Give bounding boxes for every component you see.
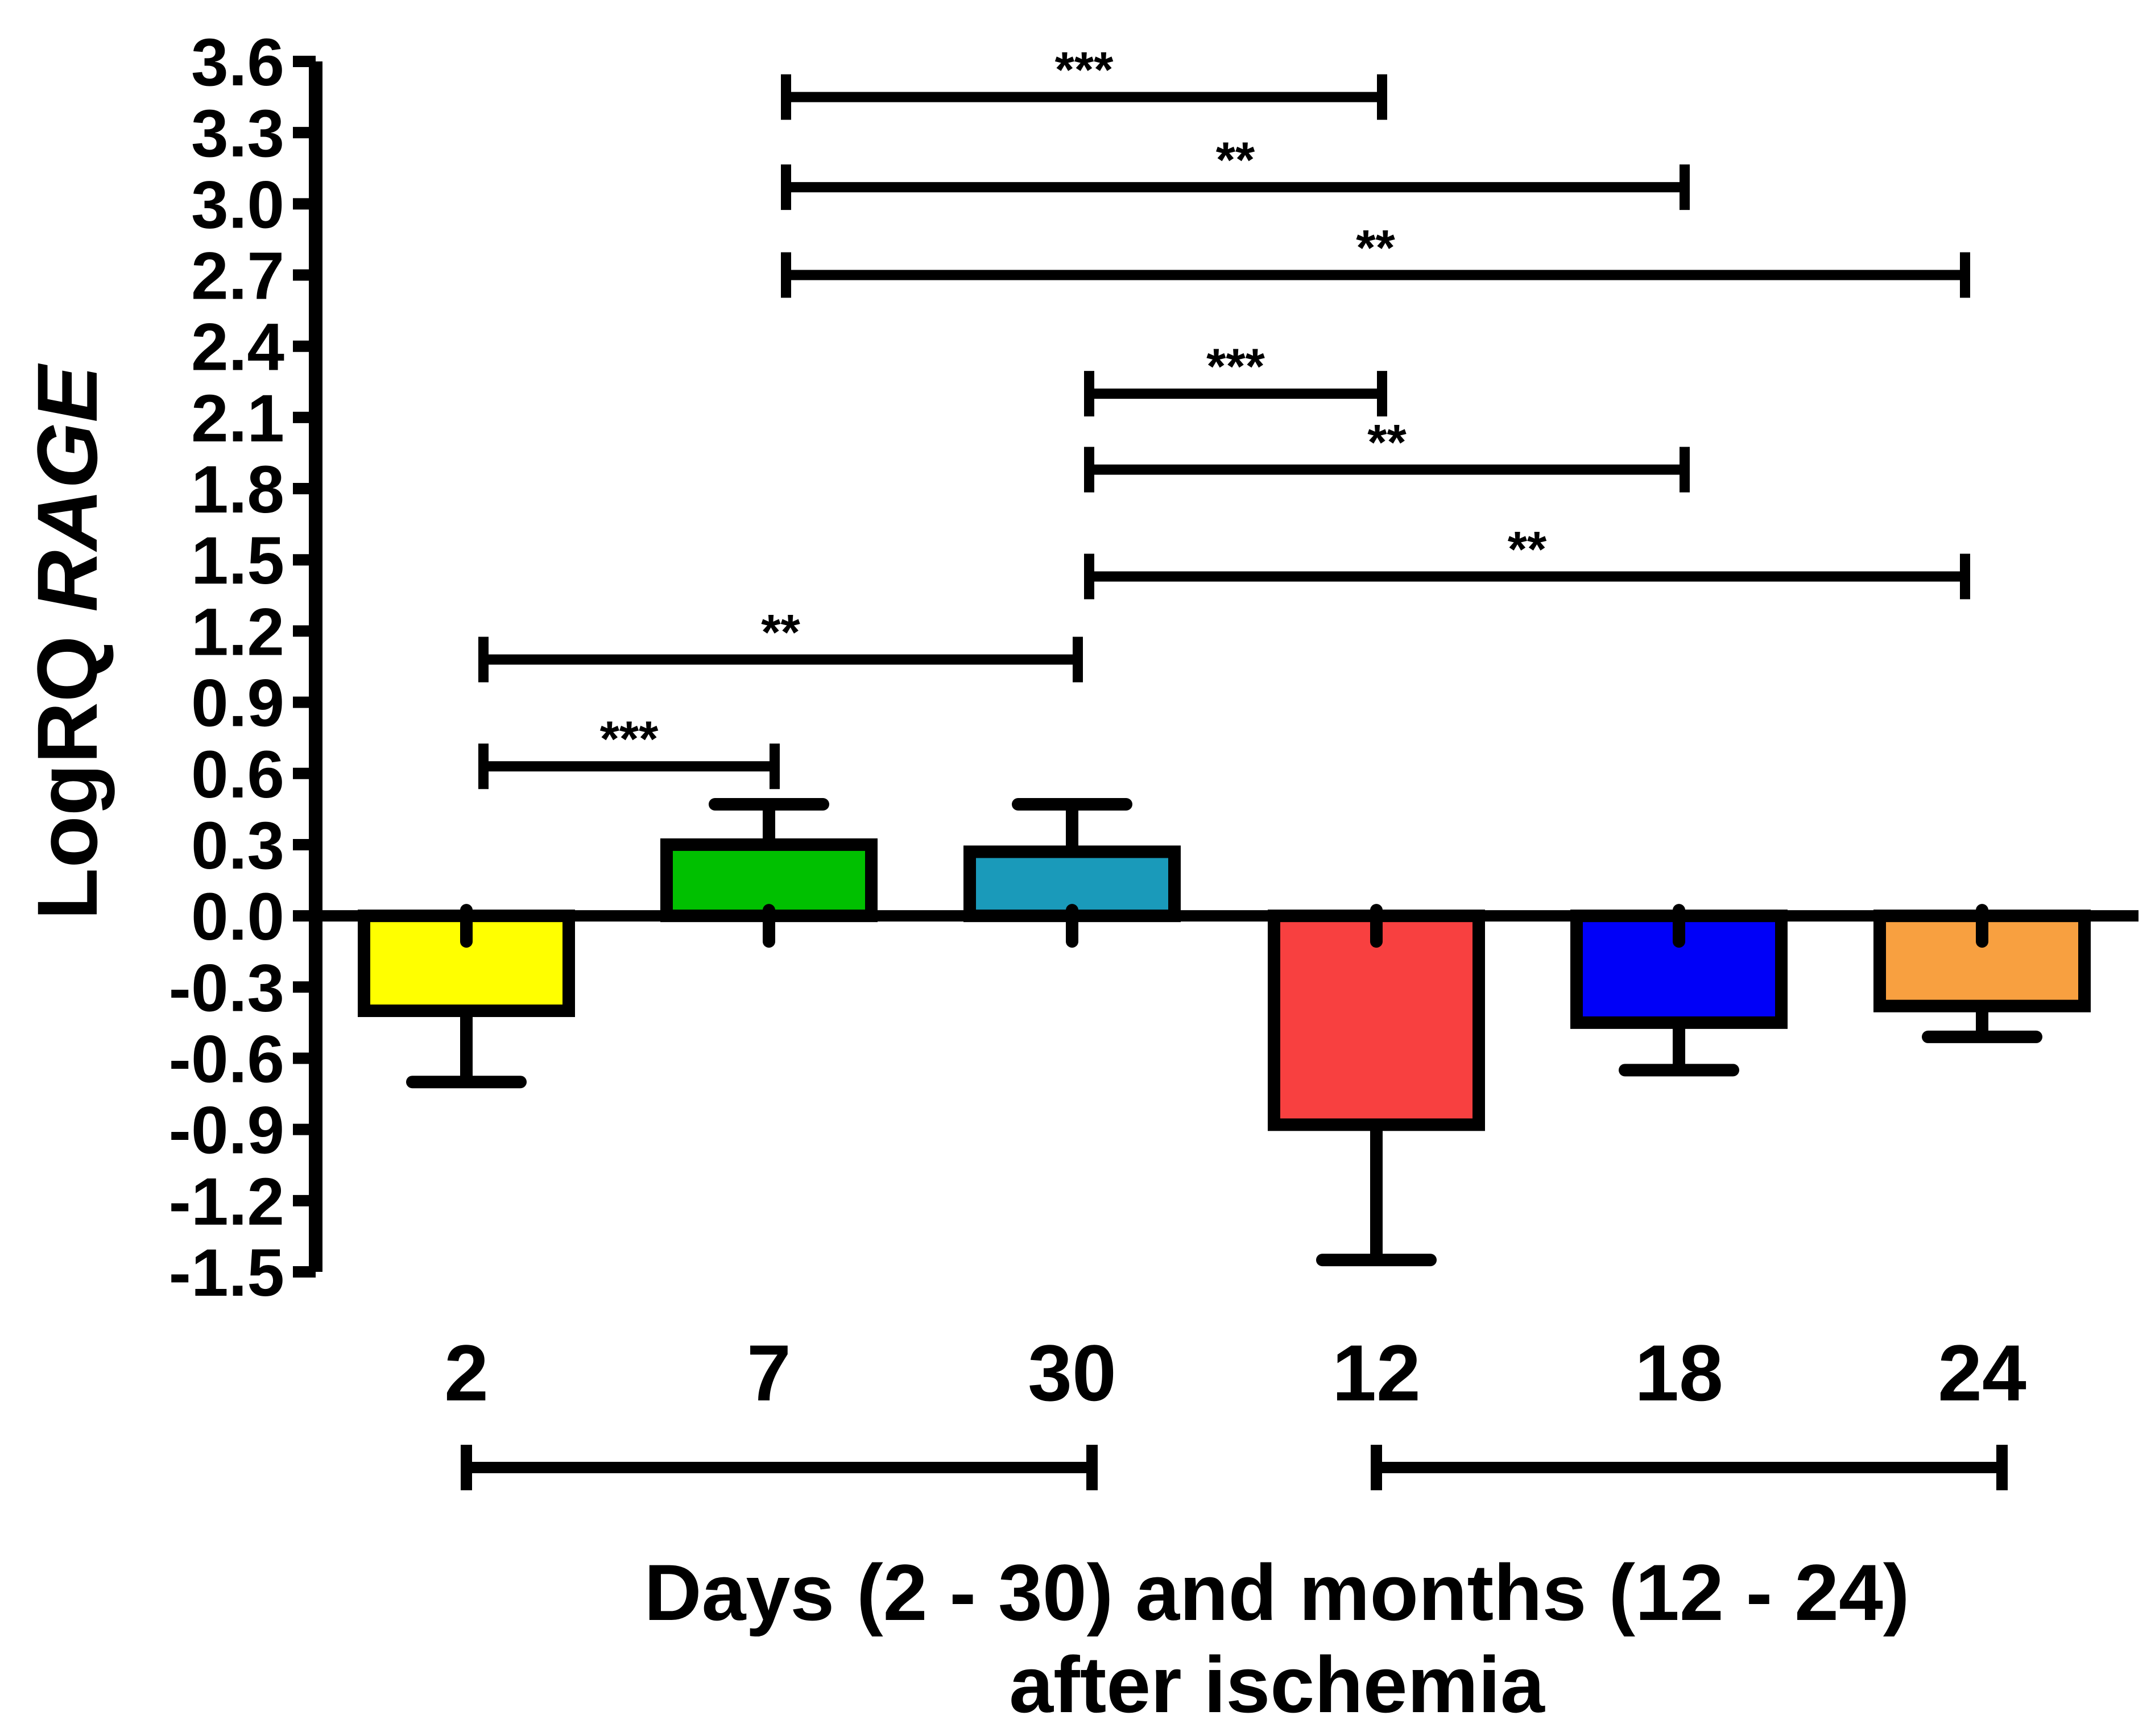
y-tick-label: 0.0 bbox=[191, 879, 284, 954]
sig-bracket-5: ** bbox=[1084, 520, 1970, 600]
group-bracket-0 bbox=[461, 1445, 1098, 1490]
sig-bracket-0: *** bbox=[781, 42, 1387, 120]
y-tick-label: -0.3 bbox=[169, 950, 284, 1026]
y-axis-title: LogRQ RAGE bbox=[19, 363, 115, 920]
category-label-12: 12 bbox=[1332, 1328, 1421, 1417]
sig-label: ** bbox=[1367, 414, 1407, 470]
y-tick-label: -1.5 bbox=[169, 1235, 284, 1311]
sig-label: ** bbox=[1356, 220, 1395, 276]
significance-brackets: ******************* bbox=[478, 42, 1970, 790]
y-tick-label: 2.4 bbox=[191, 310, 284, 385]
sig-label: *** bbox=[600, 710, 659, 767]
error-bars-layer bbox=[406, 798, 2042, 1267]
y-tick-label: -0.6 bbox=[169, 1022, 284, 1097]
x-axis-title-line2: after ischemia bbox=[1009, 1640, 1545, 1729]
y-tick-label: 2.7 bbox=[191, 239, 284, 314]
category-label-24: 24 bbox=[1938, 1328, 2026, 1417]
y-tick-label: 0.6 bbox=[191, 737, 284, 812]
x-axis-title-line1: Days (2 - 30) and months (12 - 24) bbox=[644, 1548, 1909, 1637]
y-axis-title-prefix: LogRQ bbox=[19, 612, 115, 920]
x-category-labels: 2 7 30 12 18 24 bbox=[444, 1328, 2026, 1417]
sig-bracket-6: ** bbox=[478, 604, 1083, 683]
group-brackets bbox=[461, 1445, 2008, 1490]
y-tick-label: 1.5 bbox=[191, 523, 284, 598]
y-tick-label: -1.2 bbox=[169, 1164, 284, 1239]
y-tick-label: 3.0 bbox=[191, 167, 284, 242]
sig-bracket-3: *** bbox=[1084, 338, 1387, 417]
bar-18 bbox=[1570, 910, 1788, 1029]
sig-label: *** bbox=[1055, 42, 1114, 98]
sig-label: ** bbox=[1216, 131, 1255, 188]
bars-layer bbox=[358, 838, 2091, 1131]
sig-bracket-7: *** bbox=[478, 710, 780, 790]
y-tick-label: 2.1 bbox=[191, 381, 284, 456]
sig-label: ** bbox=[761, 604, 800, 660]
category-label-18: 18 bbox=[1635, 1328, 1723, 1417]
category-label-30: 30 bbox=[1028, 1328, 1116, 1417]
y-axis-title-gene: RAGE bbox=[19, 363, 115, 612]
y-tick-label: 3.6 bbox=[191, 25, 284, 100]
sig-label: ** bbox=[1508, 520, 1547, 577]
y-axis: 3.63.33.02.72.42.11.81.51.20.90.60.30.0-… bbox=[169, 25, 2139, 1311]
group-bracket-1 bbox=[1371, 1445, 2008, 1490]
category-label-2: 2 bbox=[444, 1328, 489, 1417]
y-tick-label: 3.3 bbox=[191, 96, 284, 171]
sig-bracket-1: ** bbox=[781, 131, 1690, 210]
y-tick-label: 0.9 bbox=[191, 666, 284, 741]
y-tick-label: 1.2 bbox=[191, 594, 284, 669]
sig-bracket-2: ** bbox=[781, 220, 1970, 298]
category-label-7: 7 bbox=[747, 1328, 791, 1417]
y-tick-label: -0.9 bbox=[169, 1093, 284, 1168]
sig-label: *** bbox=[1206, 338, 1265, 394]
y-tick-label: 0.3 bbox=[191, 808, 284, 883]
sig-bracket-4: ** bbox=[1084, 414, 1690, 493]
y-tick-label: 1.8 bbox=[191, 452, 284, 527]
